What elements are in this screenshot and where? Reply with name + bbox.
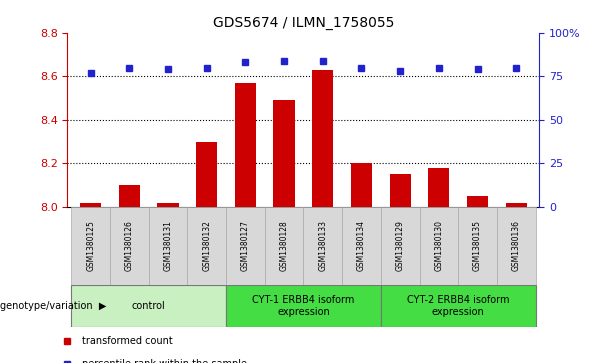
Bar xyxy=(381,207,419,285)
Bar xyxy=(381,285,536,327)
Text: genotype/variation  ▶: genotype/variation ▶ xyxy=(0,301,107,311)
Bar xyxy=(196,142,218,207)
Text: transformed count: transformed count xyxy=(82,336,172,346)
Text: CYT-1 ERBB4 isoform
expression: CYT-1 ERBB4 isoform expression xyxy=(252,295,355,317)
Text: GSM1380130: GSM1380130 xyxy=(435,220,443,272)
Bar xyxy=(80,203,101,207)
Text: GSM1380134: GSM1380134 xyxy=(357,220,366,272)
Bar xyxy=(158,203,178,207)
Bar xyxy=(497,207,536,285)
Text: GSM1380135: GSM1380135 xyxy=(473,220,482,272)
Text: GSM1380129: GSM1380129 xyxy=(395,220,405,272)
Bar xyxy=(235,83,256,207)
Bar xyxy=(303,207,342,285)
Bar xyxy=(149,207,188,285)
Text: GSM1380136: GSM1380136 xyxy=(512,220,520,272)
Bar xyxy=(389,174,411,207)
Bar xyxy=(110,207,149,285)
Text: GSM1380133: GSM1380133 xyxy=(318,220,327,272)
Bar xyxy=(312,70,333,207)
Bar xyxy=(71,285,226,327)
Bar xyxy=(273,100,295,207)
Bar xyxy=(458,207,497,285)
Bar xyxy=(226,285,381,327)
Text: CYT-2 ERBB4 isoform
expression: CYT-2 ERBB4 isoform expression xyxy=(407,295,509,317)
Bar xyxy=(351,163,372,207)
Text: GSM1380127: GSM1380127 xyxy=(241,220,250,272)
Text: GSM1380132: GSM1380132 xyxy=(202,220,211,272)
Text: percentile rank within the sample: percentile rank within the sample xyxy=(82,359,246,363)
Bar xyxy=(428,168,449,207)
Title: GDS5674 / ILMN_1758055: GDS5674 / ILMN_1758055 xyxy=(213,16,394,30)
Bar xyxy=(71,207,110,285)
Bar xyxy=(265,207,303,285)
Text: GSM1380125: GSM1380125 xyxy=(86,220,95,272)
Text: GSM1380131: GSM1380131 xyxy=(164,220,172,272)
Bar xyxy=(467,196,488,207)
Text: control: control xyxy=(132,301,166,311)
Text: GSM1380126: GSM1380126 xyxy=(125,220,134,272)
Text: GSM1380128: GSM1380128 xyxy=(280,221,289,271)
Bar xyxy=(506,203,527,207)
Bar xyxy=(188,207,226,285)
Bar xyxy=(226,207,265,285)
Bar xyxy=(419,207,458,285)
Bar xyxy=(119,185,140,207)
Bar xyxy=(342,207,381,285)
